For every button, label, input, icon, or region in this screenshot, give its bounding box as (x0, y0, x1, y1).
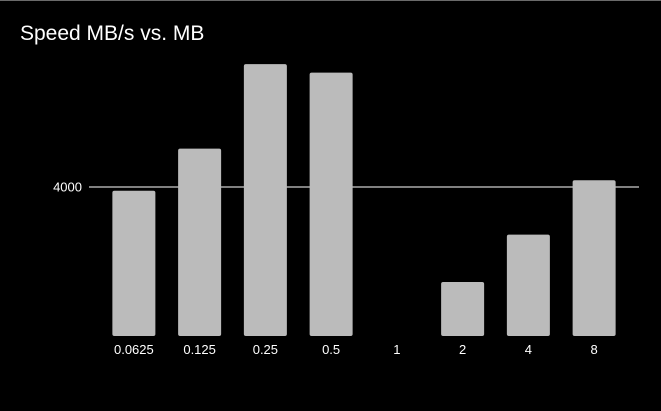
bars (112, 64, 616, 336)
bar-0.125 (178, 148, 222, 336)
bar-0.0625 (112, 190, 156, 336)
bar-0.25 (243, 64, 287, 336)
x-tick-label: 0.25 (253, 342, 278, 357)
x-tick-label: 0.125 (183, 342, 216, 357)
x-tick-label: 4 (525, 342, 532, 357)
y-tick-labels: 4000 (53, 180, 82, 195)
x-tick-label: 8 (591, 342, 598, 357)
x-tick-labels: 0.0625 0.125 0.25 0.5 1 2 4 8 (114, 342, 598, 357)
x-tick-label: 0.5 (322, 342, 340, 357)
bar-8 (572, 180, 616, 336)
bar-2 (441, 281, 485, 336)
y-tick-label: 4000 (53, 180, 82, 195)
chart-title: Speed MB/s vs. MB (20, 22, 204, 45)
x-tick-label: 1 (393, 342, 400, 357)
x-tick-label: 2 (459, 342, 466, 357)
bar-0.5 (309, 72, 353, 336)
x-tick-label: 0.0625 (114, 342, 154, 357)
bar-4 (506, 234, 550, 336)
